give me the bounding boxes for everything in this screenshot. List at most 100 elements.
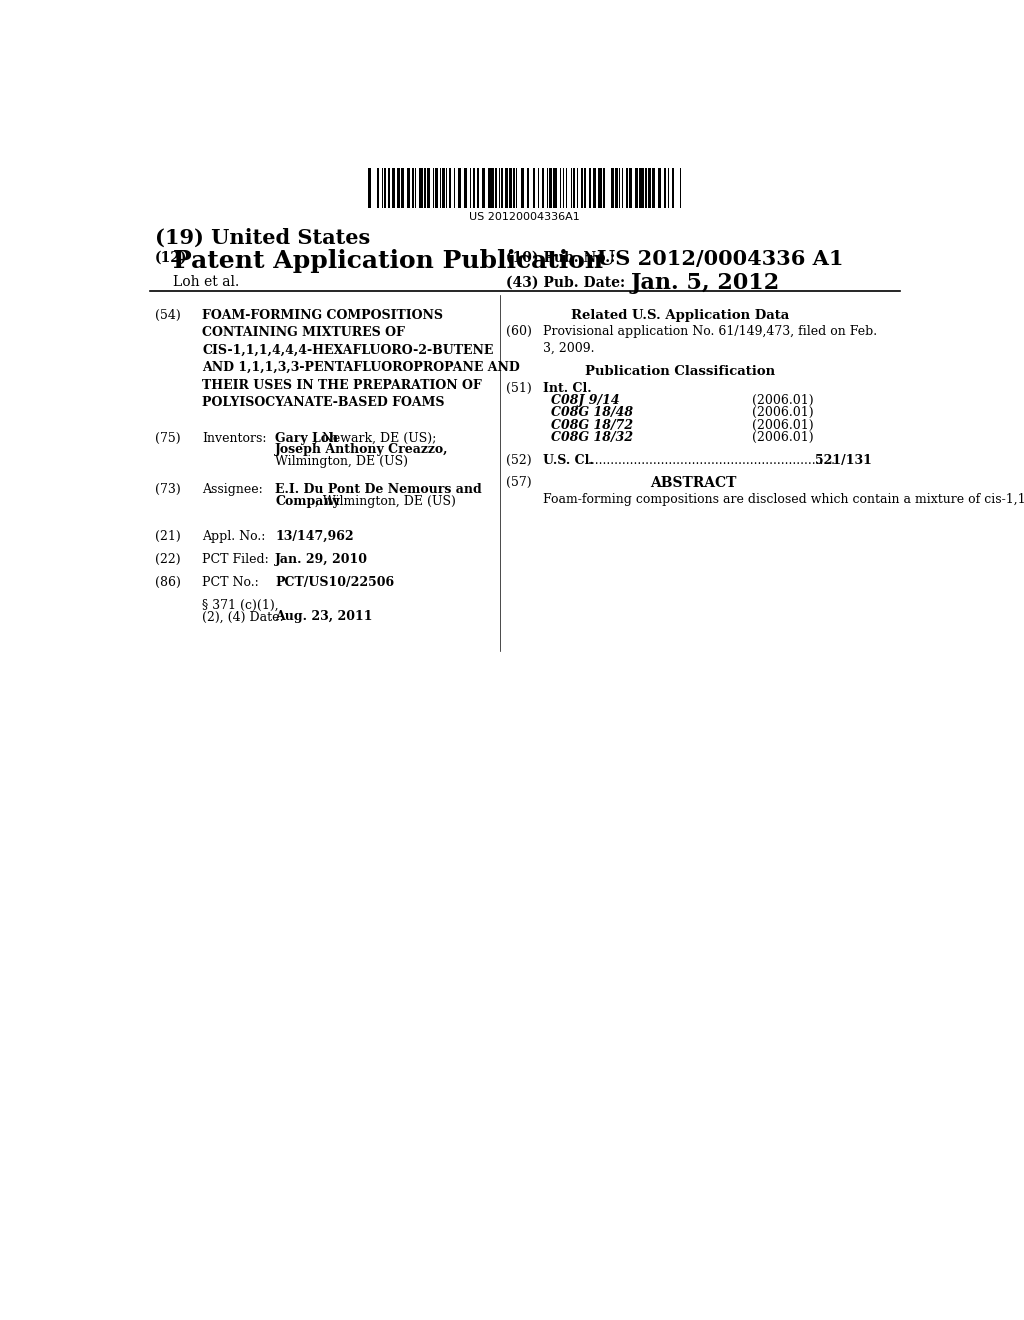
Bar [501, 168, 503, 207]
Text: (2), (4) Date:: (2), (4) Date: [203, 610, 284, 623]
Text: (75): (75) [155, 432, 181, 445]
Text: 521/131: 521/131 [815, 454, 872, 467]
Bar [547, 168, 548, 207]
Text: E.I. Du Pont De Nemours and: E.I. Du Pont De Nemours and [275, 483, 482, 496]
Bar [513, 168, 515, 207]
Bar [424, 168, 426, 207]
Text: (2006.01): (2006.01) [752, 395, 813, 407]
Text: C08G 18/48: C08G 18/48 [551, 407, 633, 420]
Bar [645, 168, 647, 207]
Text: Company: Company [275, 495, 340, 508]
Bar [658, 168, 662, 207]
Bar [570, 168, 572, 207]
Text: (51): (51) [506, 381, 531, 395]
Text: C08G 18/32: C08G 18/32 [551, 430, 633, 444]
Bar [449, 168, 452, 207]
Text: (54): (54) [155, 309, 181, 322]
Bar [585, 168, 586, 207]
Bar [458, 168, 461, 207]
Bar [495, 168, 497, 207]
Bar [420, 168, 423, 207]
Bar [672, 168, 675, 207]
Bar [629, 168, 632, 207]
Text: (43) Pub. Date:: (43) Pub. Date: [506, 276, 626, 289]
Text: (57): (57) [506, 477, 531, 490]
Bar [464, 168, 467, 207]
Bar [593, 168, 596, 207]
Text: Jan. 29, 2010: Jan. 29, 2010 [275, 553, 369, 566]
Text: (86): (86) [155, 576, 181, 589]
Text: PCT No.:: PCT No.: [203, 576, 259, 589]
Bar [598, 168, 601, 207]
Bar [509, 168, 512, 207]
Bar [400, 168, 403, 207]
Text: (52): (52) [506, 454, 531, 467]
Bar [407, 168, 410, 207]
Bar [392, 168, 394, 207]
Text: ABSTRACT: ABSTRACT [650, 477, 737, 491]
Text: PCT/US10/22506: PCT/US10/22506 [275, 576, 394, 589]
Text: (21): (21) [155, 529, 181, 543]
Text: § 371 (c)(1),: § 371 (c)(1), [203, 599, 279, 612]
Bar [542, 168, 544, 207]
Bar [384, 168, 386, 207]
Text: Gary Loh: Gary Loh [275, 432, 338, 445]
Bar [582, 168, 583, 207]
Bar [554, 168, 557, 207]
Bar [527, 168, 529, 207]
Bar [413, 168, 414, 207]
Text: US 20120004336A1: US 20120004336A1 [469, 213, 581, 222]
Text: Related U.S. Application Data: Related U.S. Application Data [570, 309, 788, 322]
Text: (60): (60) [506, 325, 532, 338]
Text: U.S. Cl.: U.S. Cl. [544, 454, 594, 467]
Text: Jan. 5, 2012: Jan. 5, 2012 [630, 272, 779, 294]
Text: (12): (12) [155, 251, 187, 265]
Bar [648, 168, 651, 207]
Bar [572, 168, 575, 207]
Bar [470, 168, 471, 207]
Bar [377, 168, 379, 207]
Bar [492, 168, 494, 207]
Text: US 2012/0004336 A1: US 2012/0004336 A1 [597, 249, 844, 269]
Bar [477, 168, 479, 207]
Bar [589, 168, 591, 207]
Bar [549, 168, 552, 207]
Bar [521, 168, 524, 207]
Text: Wilmington, DE (US): Wilmington, DE (US) [275, 455, 409, 467]
Bar [415, 168, 417, 207]
Bar [532, 168, 535, 207]
Bar [388, 168, 390, 207]
Bar [614, 168, 617, 207]
Bar [427, 168, 430, 207]
Text: C08G 18/72: C08G 18/72 [551, 418, 633, 432]
Text: (2006.01): (2006.01) [752, 418, 813, 432]
Text: (10) Pub. No.:: (10) Pub. No.: [506, 251, 615, 265]
Bar [664, 168, 666, 207]
Bar [640, 168, 643, 207]
Text: Provisional application No. 61/149,473, filed on Feb.
3, 2009.: Provisional application No. 61/149,473, … [544, 325, 878, 355]
Bar [577, 168, 579, 207]
Text: Joseph Anthony Creazzo,: Joseph Anthony Creazzo, [275, 444, 449, 457]
Bar [611, 168, 614, 207]
Text: PCT Filed:: PCT Filed: [203, 553, 269, 566]
Text: 13/147,962: 13/147,962 [275, 529, 354, 543]
Text: , Wilmington, DE (US): , Wilmington, DE (US) [314, 495, 456, 508]
Bar [618, 168, 621, 207]
Bar [435, 168, 438, 207]
Bar [627, 168, 628, 207]
Bar [566, 168, 567, 207]
Text: Aug. 23, 2011: Aug. 23, 2011 [275, 610, 373, 623]
Text: Inventors:: Inventors: [203, 432, 267, 445]
Text: Assignee:: Assignee: [203, 483, 263, 496]
Bar [563, 168, 564, 207]
Text: Loh et al.: Loh et al. [173, 276, 240, 289]
Text: ................................................................: ........................................… [589, 454, 837, 467]
Bar [505, 168, 508, 207]
Bar [397, 168, 400, 207]
Bar [482, 168, 484, 207]
Bar [442, 168, 445, 207]
Text: (2006.01): (2006.01) [752, 430, 813, 444]
Text: Publication Classification: Publication Classification [585, 364, 775, 378]
Bar [439, 168, 441, 207]
Text: Appl. No.:: Appl. No.: [203, 529, 266, 543]
